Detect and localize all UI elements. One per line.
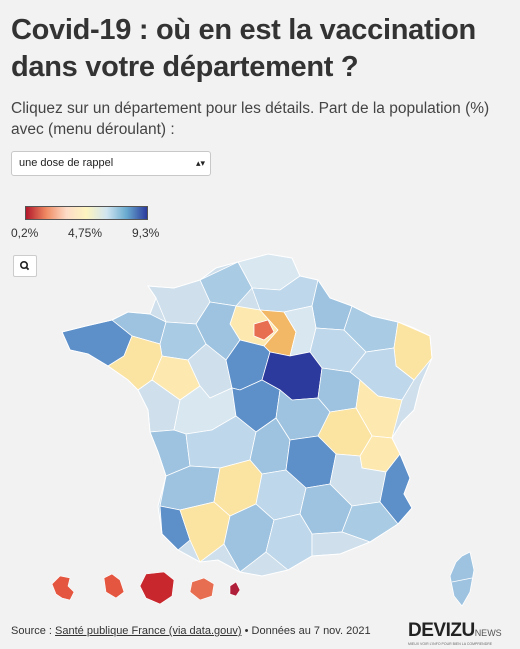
logo-name: DEVIZU xyxy=(408,620,475,641)
corsica-department xyxy=(449,551,475,607)
page-title: Covid-19 : où en est la vaccination dans… xyxy=(11,14,476,83)
logo-suffix: NEWS xyxy=(474,628,502,638)
guyane-department xyxy=(139,571,175,605)
legend-max-label: 9,3% xyxy=(132,226,160,240)
martinique-department xyxy=(103,573,125,599)
search-icon xyxy=(20,261,30,271)
chevron-updown-icon: ▴▾ xyxy=(195,158,205,168)
page-subtitle: Cliquez sur un département pour les déta… xyxy=(11,100,490,138)
source-link[interactable]: Santé publique France (via data.gouv) xyxy=(55,625,242,637)
reunion-department xyxy=(189,577,215,601)
mayotte-department xyxy=(229,581,241,597)
zoom-search-button[interactable] xyxy=(13,255,37,277)
logo-tagline: MIEUX VOIR L'INFO POUR BIEN LA COMPRENDR… xyxy=(408,642,493,646)
devizu-logo: DEVIZUNEWS MIEUX VOIR L'INFO POUR BIEN L… xyxy=(408,620,502,646)
footer-suffix: • Données au 7 nov. 2021 xyxy=(241,625,371,637)
legend-mid-label: 4,75% xyxy=(68,226,103,240)
color-legend-bar xyxy=(25,206,148,220)
guadeloupe-department xyxy=(51,575,75,601)
footer-prefix: Source : xyxy=(11,625,56,637)
indicator-select-value: une dose de rappel xyxy=(19,157,114,169)
indicator-select[interactable]: une dose de rappel ▴▾ xyxy=(11,151,211,176)
metropole-departments xyxy=(62,254,432,576)
france-outline xyxy=(61,253,433,577)
source-footer: Source : Santé publique France (via data… xyxy=(11,625,371,637)
legend-min-label: 0,2% xyxy=(11,226,39,240)
france-map xyxy=(51,253,475,607)
